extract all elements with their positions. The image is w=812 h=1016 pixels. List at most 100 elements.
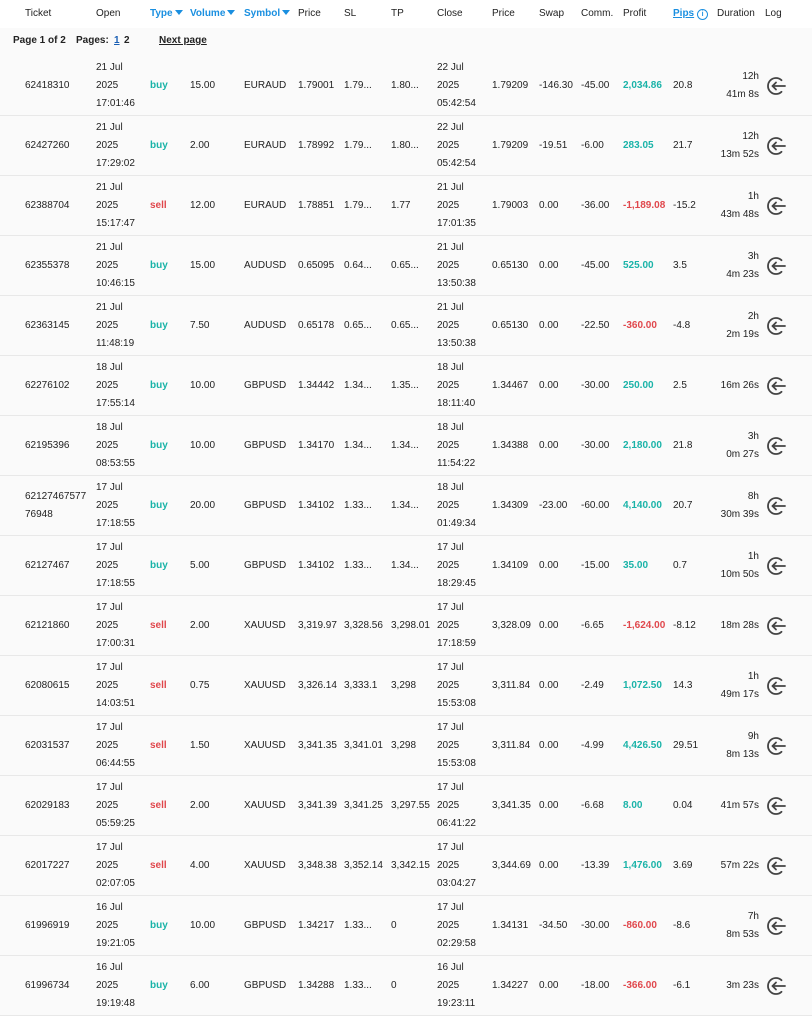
table-row[interactable]: 62080615 17 Jul 2025 14:03:51 sell 0.75 XAUUSD… xyxy=(0,656,812,716)
cell-line: 17 Jul xyxy=(96,841,123,853)
log-button[interactable] xyxy=(763,656,789,715)
profit-value: -366.00 xyxy=(623,980,657,991)
cell-swap: -146.30 xyxy=(539,56,573,115)
cell-line: 8h xyxy=(747,490,759,502)
symbol-value: EURAUD xyxy=(244,200,287,211)
col-symbol-sort[interactable]: Symbol xyxy=(244,8,291,19)
col-commission: Comm. xyxy=(581,8,614,19)
cell-line: 2025 xyxy=(96,559,119,571)
cell-profit: 1,072.50 xyxy=(623,656,662,715)
table-row[interactable]: 62029183 17 Jul 2025 05:59:25 sell 2.00 XAUUSD… xyxy=(0,776,812,836)
cell-commission: -2.49 xyxy=(581,656,604,715)
cell-line: 2025 xyxy=(437,859,460,871)
cell-line: 22 Jul xyxy=(437,121,464,133)
table-row[interactable]: 62418310 21 Jul 2025 17:01:46 buy 15.00 EURAUD… xyxy=(0,56,812,116)
ticket-value: 62029183 xyxy=(25,800,70,811)
log-button[interactable] xyxy=(763,536,789,595)
col-volume-sort[interactable]: Volume xyxy=(190,8,236,19)
volume-value: 1.50 xyxy=(190,740,210,751)
table-row[interactable]: 62276102 18 Jul 2025 17:55:14 buy 10.00 GBPUSD… xyxy=(0,356,812,416)
cell-duration: 12h 13m 52s xyxy=(713,116,759,175)
cell-commission: -13.39 xyxy=(581,836,609,895)
col-type-sort[interactable]: Type xyxy=(150,8,183,19)
log-button[interactable] xyxy=(763,176,789,235)
table-row[interactable]: 62017227 17 Jul 2025 02:07:05 sell 4.00 XAUUSD… xyxy=(0,836,812,896)
cell-line: 2025 xyxy=(96,979,119,991)
cell-volume: 10.00 xyxy=(190,356,215,415)
cell-duration: 2h 2m 19s xyxy=(713,296,759,355)
log-button[interactable] xyxy=(763,596,789,655)
cell-line: 17 Jul xyxy=(437,541,464,553)
cell-line: 17 Jul xyxy=(96,481,123,493)
col-open: Open xyxy=(96,8,121,19)
log-button[interactable] xyxy=(763,476,789,535)
table-row[interactable]: 61996919 16 Jul 2025 19:21:05 buy 10.00 GBPUSD… xyxy=(0,896,812,956)
cell-open: 17 Jul 2025 06:44:55 xyxy=(96,716,135,775)
swap-value: 0.00 xyxy=(539,860,559,871)
cell-price: 3,348.38 xyxy=(298,836,337,895)
log-button[interactable] xyxy=(763,56,789,115)
table-row[interactable]: 61996734 16 Jul 2025 19:19:48 buy 6.00 GBPUSD 1… xyxy=(0,956,812,1016)
commission-value: -36.00 xyxy=(581,200,610,211)
cell-line: 15:53:08 xyxy=(437,757,476,769)
volume-value: 5.00 xyxy=(190,560,210,571)
next-page-link[interactable]: Next page xyxy=(159,35,207,46)
info-icon[interactable]: i xyxy=(697,9,709,20)
cell-open: 17 Jul 2025 14:03:51 xyxy=(96,656,135,715)
price-value: 3,341.35 xyxy=(298,740,337,751)
table-row[interactable]: 62363145 21 Jul 2025 11:48:19 buy 7.50 AUDUSD 0… xyxy=(0,296,812,356)
cell-line: 2025 xyxy=(437,139,460,151)
table-row[interactable]: 62195396 18 Jul 2025 08:53:55 buy 10.00 GBPUSD… xyxy=(0,416,812,476)
log-button[interactable] xyxy=(763,236,789,295)
log-button[interactable] xyxy=(763,956,789,1015)
log-button[interactable] xyxy=(763,776,789,835)
cell-line: 17:00:31 xyxy=(96,637,135,649)
table-row[interactable]: 62355378 21 Jul 2025 10:46:15 buy 15.00 AUDUSD… xyxy=(0,236,812,296)
commission-value: -6.68 xyxy=(581,800,604,811)
cell-open: 16 Jul 2025 19:21:05 xyxy=(96,896,135,955)
table-row[interactable]: 62127467 17 Jul 2025 17:18:55 buy 5.00 GBPUSD 1… xyxy=(0,536,812,596)
log-button[interactable] xyxy=(763,296,789,355)
cell-profit: -1,624.00 xyxy=(623,596,665,655)
swap-value: 0.00 xyxy=(539,740,559,751)
log-out-icon xyxy=(767,556,786,575)
log-button[interactable] xyxy=(763,836,789,895)
cell-line: 1h xyxy=(747,190,759,202)
table-row[interactable]: 62031537 17 Jul 2025 06:44:55 sell 1.50 XAUUSD… xyxy=(0,716,812,776)
log-button[interactable] xyxy=(763,356,789,415)
table-row[interactable]: 62427260 21 Jul 2025 17:29:02 buy 2.00 EURAUD 1… xyxy=(0,116,812,176)
cell-line: 2025 xyxy=(437,679,460,691)
cell-tp: 0.65... xyxy=(391,296,419,355)
price-value: 1.34442 xyxy=(298,380,335,391)
cell-line: 16 Jul xyxy=(96,901,123,913)
page-link-2[interactable]: 2 xyxy=(124,35,130,46)
cell-duration: 1h 49m 17s xyxy=(713,656,759,715)
page-link-1[interactable]: 1 xyxy=(114,35,120,46)
cell-close: 18 Jul 2025 11:54:22 xyxy=(437,416,475,475)
cell-close-price: 1.34109 xyxy=(492,536,528,595)
table-row[interactable]: 62121860 17 Jul 2025 17:00:31 sell 2.00 XAUUSD… xyxy=(0,596,812,656)
log-button[interactable] xyxy=(763,896,789,955)
cell-volume: 15.00 xyxy=(190,56,215,115)
close-price-value: 3,311.84 xyxy=(492,680,531,691)
table-row[interactable]: 62388704 21 Jul 2025 15:17:47 sell 12.00 EURAU… xyxy=(0,176,812,236)
cell-symbol: GBPUSD xyxy=(244,896,286,955)
log-button[interactable] xyxy=(763,116,789,175)
cell-commission: -30.00 xyxy=(581,896,609,955)
sl-value: 0.65... xyxy=(344,320,372,331)
cell-pips: -8.12 xyxy=(673,596,696,655)
cell-line: 15:17:47 xyxy=(96,217,135,229)
cell-line: 18 Jul xyxy=(96,361,123,373)
log-button[interactable] xyxy=(763,716,789,775)
col-pips-link[interactable]: Pips i xyxy=(673,8,709,20)
swap-value: 0.00 xyxy=(539,680,559,691)
cell-duration: 3m 23s xyxy=(713,956,759,1015)
profit-value: 4,426.50 xyxy=(623,740,662,751)
table-row[interactable]: 6212746757776948 17 Jul 2025 17:18:55 buy 20.… xyxy=(0,476,812,536)
cell-symbol: XAUUSD xyxy=(244,836,286,895)
pips-value: 3.69 xyxy=(673,860,693,871)
cell-duration: 12h 41m 8s xyxy=(713,56,759,115)
cell-line: 19:23:11 xyxy=(437,997,476,1009)
log-button[interactable] xyxy=(763,416,789,475)
cell-type: buy xyxy=(150,476,168,535)
